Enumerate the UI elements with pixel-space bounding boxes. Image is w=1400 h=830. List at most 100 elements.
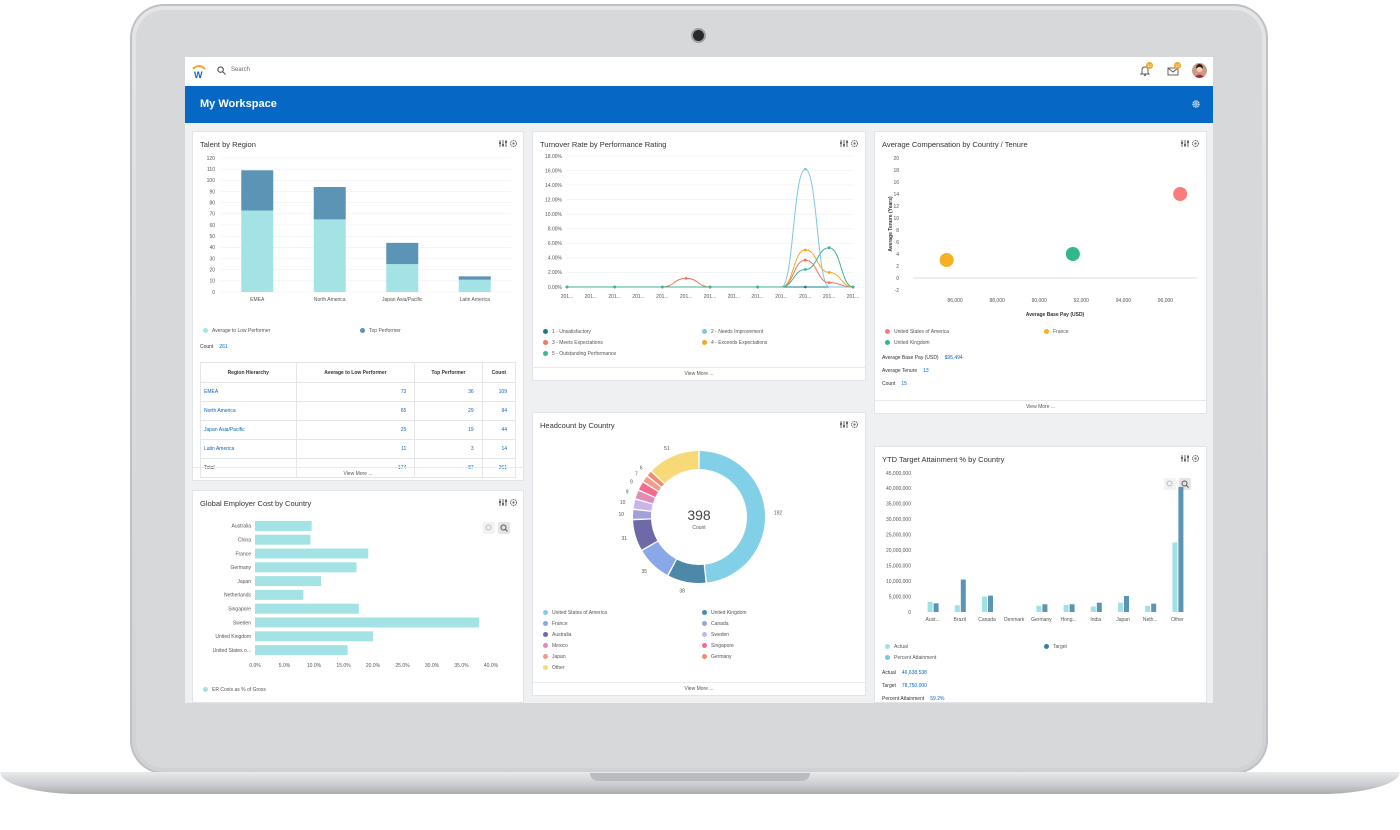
search-icon[interactable] <box>217 66 226 75</box>
gear-icon[interactable] <box>851 140 858 147</box>
bubble[interactable] <box>1065 247 1080 261</box>
search-input[interactable]: Search <box>231 67 251 73</box>
bar-segment[interactable] <box>313 219 346 292</box>
donut-slice[interactable] <box>668 559 706 583</box>
data-point[interactable] <box>803 167 807 171</box>
legend-item[interactable]: France <box>1044 329 1069 335</box>
legend-item[interactable]: Germany <box>702 654 732 660</box>
legend-item[interactable]: Average to Low Performer <box>203 328 270 334</box>
legend-item[interactable]: Actual <box>885 644 908 650</box>
view-more-link[interactable]: View More ... <box>193 467 523 480</box>
stat-value[interactable]: 13 <box>923 368 929 374</box>
stat-value[interactable]: 59.2% <box>930 696 945 702</box>
table-cell[interactable]: 3 <box>414 439 483 459</box>
data-point[interactable] <box>613 285 617 289</box>
region-link[interactable]: North America <box>200 401 297 421</box>
workday-logo-icon[interactable]: W <box>190 62 208 80</box>
legend-item[interactable]: ER Costs as % of Gross <box>203 687 266 693</box>
table-cell[interactable]: 11 <box>295 439 416 459</box>
bar-segment[interactable] <box>241 170 274 211</box>
gear-icon[interactable] <box>851 421 858 428</box>
bubble[interactable] <box>939 253 954 267</box>
donut-slice[interactable] <box>633 499 653 511</box>
data-point[interactable] <box>684 276 688 280</box>
donut-slice[interactable] <box>639 482 659 497</box>
filter-icon[interactable] <box>499 499 507 506</box>
bar[interactable] <box>1151 603 1157 612</box>
table-cell[interactable]: 87 <box>414 458 483 478</box>
data-point[interactable] <box>708 285 712 289</box>
filter-icon[interactable] <box>1181 455 1189 462</box>
legend-item[interactable]: Mexico <box>543 643 568 649</box>
table-cell[interactable]: 261 <box>481 458 517 478</box>
stat-value[interactable]: 78,750,000 <box>901 683 927 689</box>
gear-icon[interactable] <box>510 499 517 506</box>
stat-value[interactable]: 46,638,538 <box>901 670 927 676</box>
bar[interactable] <box>1178 486 1184 612</box>
gear-icon[interactable] <box>1192 455 1199 462</box>
bell-icon[interactable] <box>1139 65 1151 77</box>
bubble[interactable] <box>1173 187 1188 201</box>
table-header[interactable]: Count <box>481 362 517 383</box>
legend-item[interactable]: 1 - Unsatisfactory <box>543 329 591 335</box>
legend-item[interactable]: Singapore <box>702 643 734 649</box>
data-point[interactable] <box>803 268 807 271</box>
legend-item[interactable]: Target <box>1044 644 1067 650</box>
data-point[interactable] <box>803 285 807 289</box>
zoom-out-icon[interactable] <box>1164 478 1176 490</box>
legend-item[interactable]: United Kingdom <box>702 610 747 616</box>
filter-icon[interactable] <box>1181 140 1189 147</box>
donut-slice[interactable] <box>647 471 664 487</box>
bar[interactable] <box>1036 605 1042 612</box>
legend-item[interactable]: 5 - Outstanding Performance <box>543 351 616 357</box>
bar[interactable] <box>255 520 312 531</box>
data-point[interactable] <box>803 248 807 252</box>
legend-item[interactable]: Percent Attainment <box>885 655 936 661</box>
stat-value[interactable]: $95,494 <box>944 355 963 361</box>
bar[interactable] <box>1063 604 1069 612</box>
table-cell[interactable]: 14 <box>481 439 517 459</box>
bar[interactable] <box>255 589 304 600</box>
legend-item[interactable]: United States of America <box>543 610 607 616</box>
table-cell[interactable]: 65 <box>295 401 416 421</box>
bar[interactable] <box>255 548 369 559</box>
legend-item[interactable]: Australia <box>543 632 571 638</box>
bar[interactable] <box>255 645 348 656</box>
bar[interactable] <box>255 576 322 587</box>
region-link[interactable]: Latin America <box>200 439 297 459</box>
donut-slice[interactable] <box>699 451 765 583</box>
bar[interactable] <box>255 562 357 573</box>
table-cell[interactable]: 25 <box>295 420 416 440</box>
count-value[interactable]: 261 <box>219 344 228 350</box>
bar[interactable] <box>954 605 960 612</box>
data-point[interactable] <box>827 271 831 274</box>
bar-segment[interactable] <box>386 264 419 292</box>
filter-icon[interactable] <box>499 140 507 147</box>
donut-slice[interactable] <box>633 509 652 519</box>
bar[interactable] <box>1124 595 1129 612</box>
avatar[interactable] <box>1192 63 1207 78</box>
legend-item[interactable]: Sweden <box>702 632 729 638</box>
data-point[interactable] <box>851 285 855 289</box>
table-cell[interactable]: 174 <box>295 458 416 478</box>
zoom-in-icon[interactable] <box>498 522 510 534</box>
bar[interactable] <box>255 603 359 614</box>
table-cell[interactable]: 19 <box>414 420 483 440</box>
bar[interactable] <box>982 596 987 612</box>
bar[interactable] <box>1042 604 1048 612</box>
table-cell[interactable]: 94 <box>481 401 517 421</box>
table-cell[interactable]: 73 <box>295 382 416 402</box>
legend-item[interactable]: 3 - Meets Expectations <box>543 340 603 346</box>
bar[interactable] <box>255 631 373 642</box>
bar-segment[interactable] <box>313 187 346 220</box>
stat-value[interactable]: 15 <box>901 381 907 387</box>
bar[interactable] <box>1118 602 1123 612</box>
region-link[interactable]: EMEA <box>200 382 297 402</box>
table-header[interactable]: Average to Low Performer <box>295 362 416 383</box>
donut-slice[interactable] <box>651 451 699 484</box>
bar[interactable] <box>933 603 939 612</box>
inbox-icon[interactable] <box>1167 65 1179 77</box>
legend-item[interactable]: France <box>543 621 568 627</box>
gear-icon[interactable] <box>1191 99 1201 109</box>
donut-slice[interactable] <box>642 541 676 575</box>
